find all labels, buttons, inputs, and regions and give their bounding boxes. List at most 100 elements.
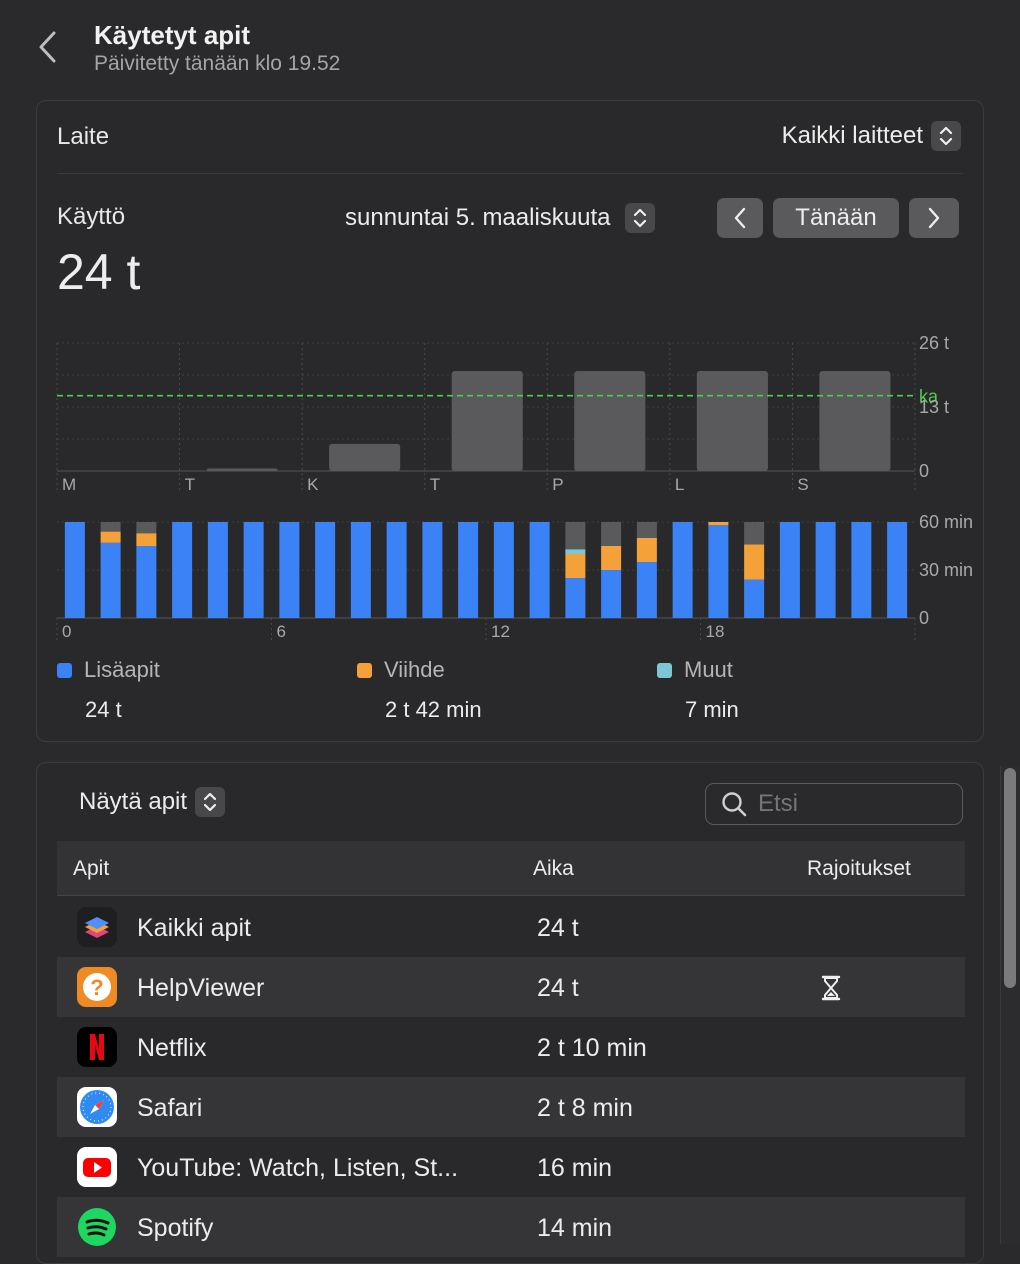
usage-card: Laite Kaikki laitteet Käyttö 24 t sunnun…	[36, 100, 984, 742]
hour-bar-segment-1	[744, 544, 765, 580]
hour-bar-segment-0	[350, 522, 371, 618]
hour-bar-segment-1	[601, 546, 622, 570]
previous-day-button[interactable]	[717, 198, 763, 238]
hour-bar-segment-0	[172, 522, 193, 618]
hourglass-icon	[821, 975, 841, 1006]
youtube-icon	[77, 1147, 117, 1187]
device-select[interactable]: Kaikki laitteet	[782, 121, 961, 151]
app-time: 16 min	[537, 1154, 613, 1182]
y-tick-label: 13 t	[919, 397, 949, 417]
legend-swatch	[57, 662, 72, 678]
day-tick-label: T	[185, 475, 195, 494]
app-time: 24 t	[537, 974, 579, 1002]
hour-bar-segment-0	[851, 522, 872, 618]
table-row[interactable]: Netflix 2 t 10 min	[57, 1017, 965, 1077]
show-apps-label: Näytä apit	[79, 788, 188, 815]
hour-tick-label: 0	[62, 622, 71, 641]
app-name: Safari	[137, 1094, 203, 1122]
column-header-time[interactable]: Aika	[533, 857, 574, 880]
hour-bar-segment-0	[601, 570, 622, 618]
hour-bar-segment-0	[815, 522, 836, 618]
y-tick-label: 26 t	[919, 333, 949, 353]
legend-item-muut: Muut	[657, 657, 733, 683]
up-down-chevron-icon	[624, 203, 655, 233]
usage-label: Käyttö	[57, 203, 126, 230]
table-row[interactable]: ? HelpViewer 24 t	[57, 957, 965, 1017]
app-time: 2 t 8 min	[537, 1094, 633, 1122]
day-tick-label: P	[552, 475, 563, 494]
hour-bar-segment-0	[243, 522, 264, 618]
y-tick-label: 0	[919, 461, 929, 481]
weekly-usage-chart: M T K T P L Ska 26 t 13 t 0	[56, 333, 949, 494]
app-time: 24 t	[537, 914, 579, 942]
scrollbar[interactable]	[1000, 766, 1020, 1244]
header: Käytetyt apit Päivitetty tänään klo 19.5…	[0, 0, 1020, 95]
hour-bar-segment-0	[672, 522, 693, 618]
hour-bar-segment-0	[422, 522, 443, 618]
legend-swatch	[357, 662, 372, 678]
legend-label: Viihde	[384, 657, 445, 682]
legend-label: Lisäapit	[84, 657, 160, 682]
hour-bar-segment-1	[708, 522, 729, 526]
app-time: 2 t 10 min	[537, 1034, 647, 1062]
hour-bar-segment-0	[100, 542, 121, 618]
up-down-chevron-icon	[195, 787, 226, 817]
hour-bar-segment-0	[708, 525, 729, 618]
hour-bar-segment-0	[565, 578, 586, 618]
search-icon	[722, 792, 747, 817]
page-title: Käytetyt apit	[94, 20, 251, 50]
table-row[interactable]: Safari 2 t 8 min	[57, 1077, 965, 1137]
hour-bar-segment-0	[887, 522, 908, 618]
device-select-value: Kaikki laitteet	[781, 122, 923, 149]
show-apps-select[interactable]: Näytä apit	[79, 787, 226, 817]
hour-bar-segment-0	[458, 522, 479, 618]
device-label: Laite	[57, 123, 110, 150]
help-viewer-icon: ?	[77, 967, 117, 1007]
today-button[interactable]: Tänään	[773, 198, 899, 238]
legend-value: 7 min	[685, 697, 739, 722]
hour-bar-segment-0	[64, 522, 85, 618]
legend-item-lisaapit: Lisäapit	[57, 657, 160, 683]
app-name: HelpViewer	[137, 974, 265, 1002]
page-subtitle: Päivitetty tänään klo 19.52	[94, 52, 341, 75]
hour-bar-segment-2	[565, 549, 586, 554]
hour-bar-segment-0	[529, 522, 550, 618]
day-bar	[206, 468, 278, 471]
scrollbar-thumb[interactable]	[1004, 768, 1016, 988]
day-tick-label: S	[797, 475, 808, 494]
hour-bar-segment-3	[636, 522, 657, 538]
svg-text:?: ?	[90, 975, 103, 1000]
hour-bar-segment-0	[744, 579, 765, 618]
hour-tick-label: 6	[277, 622, 286, 641]
divider	[57, 173, 963, 174]
usage-total: 24 t	[57, 244, 141, 300]
day-tick-label: K	[307, 475, 319, 494]
table-row[interactable]: YouTube: Watch, Listen, St... 16 min	[57, 1137, 965, 1197]
app-name: Kaikki apit	[137, 914, 251, 942]
table-row[interactable]: Kaikki apit 24 t	[57, 897, 965, 957]
hour-bar-segment-0	[386, 522, 407, 618]
back-button[interactable]	[36, 30, 60, 64]
search-field[interactable]	[705, 783, 963, 825]
date-select[interactable]: sunnuntai 5. maaliskuuta	[345, 203, 655, 233]
y-tick-label: 30 min	[919, 560, 973, 580]
hour-bar-segment-1	[636, 538, 657, 562]
hour-bar-segment-3	[744, 522, 765, 545]
day-tick-label: L	[675, 475, 684, 494]
hour-tick-label: 18	[706, 622, 725, 641]
hour-bar-segment-0	[279, 522, 300, 618]
search-input[interactable]	[756, 789, 950, 819]
column-header-limits[interactable]: Rajoitukset	[807, 857, 911, 880]
app-time: 14 min	[537, 1214, 613, 1242]
next-day-button[interactable]	[909, 198, 959, 238]
hour-bar-segment-3	[100, 522, 121, 532]
date-select-value: sunnuntai 5. maaliskuuta	[345, 204, 611, 231]
spotify-icon	[77, 1207, 117, 1247]
legend-item-viihde: Viihde	[357, 657, 445, 683]
table-row[interactable]: Spotify 14 min	[57, 1197, 965, 1257]
legend-value: 24 t	[85, 697, 122, 722]
day-tick-label: T	[430, 475, 440, 494]
app-name: Spotify	[137, 1214, 214, 1242]
column-header-apps[interactable]: Apit	[73, 857, 110, 880]
apps-card: Näytä apit Apit Aika Rajoitukset Kaikki …	[36, 762, 984, 1264]
